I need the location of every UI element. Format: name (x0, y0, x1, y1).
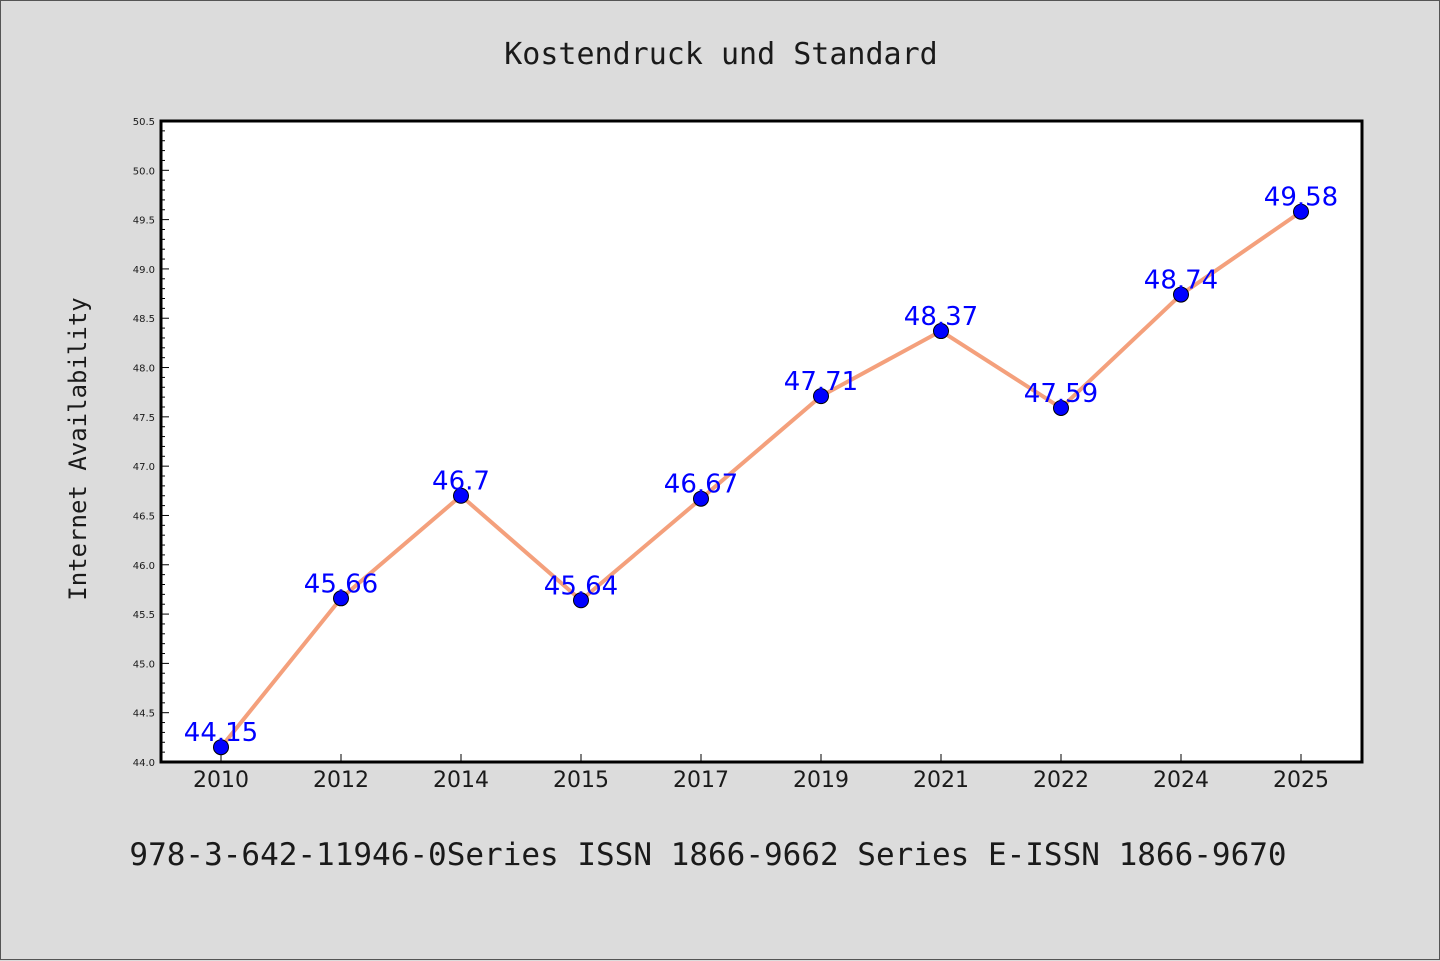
y-tick-label: 46.0 (133, 561, 155, 572)
x-tick-label: 2022 (1033, 768, 1089, 793)
x-tick-label: 2010 (193, 768, 249, 793)
data-label-2014: 46.7 (432, 467, 490, 497)
data-label-2025: 49.58 (1264, 183, 1338, 213)
x-tick-label: 2024 (1153, 768, 1209, 793)
y-tick-label: 44.5 (133, 709, 155, 720)
y-tick-label: 46.5 (133, 511, 155, 522)
data-label-2017: 46.67 (664, 470, 738, 500)
x-axis: 2010 2012 2014 2015 2017 2019 2021 2022 2024 2025 (193, 754, 1329, 793)
data-label-2010: 44.15 (184, 718, 258, 748)
data-label-2024: 48.74 (1144, 266, 1218, 296)
data-label-2019: 47.71 (784, 367, 858, 397)
x-tick-label: 2015 (553, 768, 609, 793)
x-tick-label: 2021 (913, 768, 969, 793)
data-point-2019 (813, 388, 829, 405)
y-tick-label: 44.0 (133, 758, 155, 769)
data-label-2012: 45.66 (304, 569, 378, 599)
series-line (219, 210, 1303, 749)
data-point-2014 (453, 487, 469, 504)
x-tick-label: 2025 (1273, 768, 1329, 793)
y-tick-label: 48.0 (133, 364, 155, 375)
data-point-2012 (333, 590, 349, 607)
y-axis: 44.0 44.5 45.0 45.5 46.0 46.5 47.0 47.5 48.0 48.5… (133, 117, 169, 769)
x-tick-label: 2014 (433, 768, 489, 793)
x-tick-label: 2019 (793, 768, 849, 793)
data-point-2021 (933, 323, 949, 340)
data-point-2024 (1173, 286, 1189, 303)
data-series: 44.15 45.66 46.7 45.64 46.67 47.71 48.37 47.59 4… (184, 183, 1338, 756)
data-label-2022: 47.59 (1024, 379, 1098, 409)
y-tick-label: 45.5 (133, 610, 155, 621)
data-point-2015 (573, 592, 589, 609)
data-point-2022 (1053, 399, 1069, 416)
data-label-2021: 48.37 (904, 302, 978, 332)
x-tick-label: 2012 (313, 768, 369, 793)
y-tick-label: 50.0 (133, 166, 155, 177)
data-point-2010 (213, 739, 229, 756)
footer-isbn-text: 978-3-642-11946-0Series ISSN 1866-9662 S… (129, 837, 1286, 873)
y-tick-label: 49.0 (133, 265, 155, 276)
y-axis-label: Internet Availability (64, 297, 92, 600)
y-tick-label: 50.5 (133, 117, 155, 128)
x-tick-label: 2017 (673, 768, 729, 793)
plot-area (159, 119, 1364, 764)
chart-title: Kostendruck und Standard (504, 37, 937, 72)
y-tick-label: 47.0 (133, 462, 155, 473)
data-point-2025 (1293, 203, 1309, 220)
y-tick-label: 47.5 (133, 413, 155, 424)
y-tick-label: 45.0 (133, 659, 155, 670)
data-label-2015: 45.64 (544, 571, 618, 601)
data-point-2017 (693, 490, 709, 507)
y-tick-label: 48.5 (133, 314, 155, 325)
y-tick-label: 49.5 (133, 216, 155, 227)
